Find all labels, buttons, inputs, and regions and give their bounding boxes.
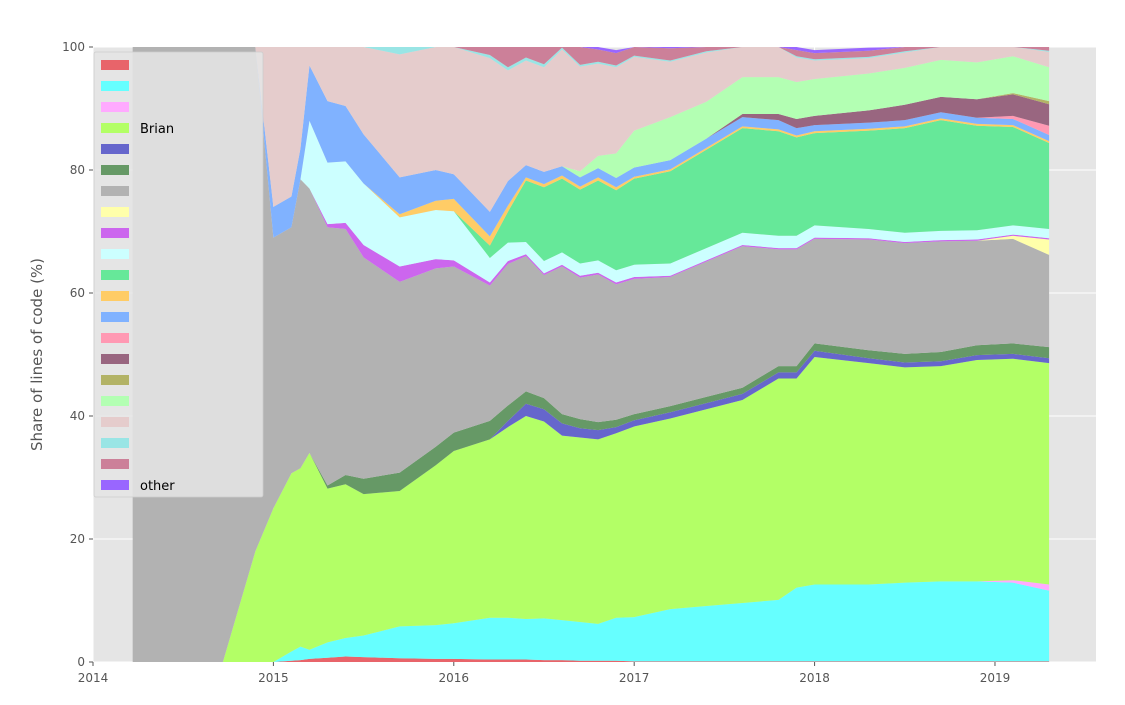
y-tick-label-2: 40	[70, 409, 85, 423]
x-tick-label-2: 2016	[439, 671, 470, 685]
x-tick-label-5: 2019	[980, 671, 1011, 685]
legend-frame	[93, 51, 264, 498]
legend-swatch-14	[101, 354, 129, 364]
legend-swatch-4	[101, 144, 129, 154]
x-tick-label-0: 2014	[78, 671, 109, 685]
legend-swatch-18	[101, 438, 129, 448]
legend-swatch-9	[101, 249, 129, 259]
legend-swatch-6	[101, 186, 129, 196]
legend-swatch-0	[101, 60, 129, 70]
legend-swatch-1	[101, 81, 129, 91]
x-tick-label-4: 2018	[799, 671, 830, 685]
legend-swatch-10	[101, 270, 129, 280]
legend-swatch-13	[101, 333, 129, 343]
y-tick-label-1: 20	[70, 532, 85, 546]
y-tick-label-3: 60	[70, 286, 85, 300]
legend-swatch-11	[101, 291, 129, 301]
legend: Brian other	[93, 51, 264, 498]
legend-label-20: other	[140, 479, 175, 494]
x-tick-label-1: 2015	[258, 671, 289, 685]
legend-swatch-7	[101, 207, 129, 217]
x-axis: 2014 2015 2016 2017 2018 2019	[78, 662, 1011, 685]
area-series-1	[132, 581, 1050, 662]
area-series-0	[132, 656, 1050, 662]
area-series-10	[132, 47, 1050, 271]
area-series-group	[132, 47, 1050, 662]
y-tick-label-5: 100	[62, 40, 85, 54]
y-tick-label-0: 0	[77, 655, 85, 669]
area-series-17	[132, 47, 1050, 212]
legend-swatch-16	[101, 396, 129, 406]
area-series-16	[132, 47, 1050, 212]
area-series-9	[132, 47, 1050, 283]
area-series-19	[132, 47, 1050, 68]
legend-swatch-2	[101, 102, 129, 112]
legend-swatch-17	[101, 417, 129, 427]
legend-swatch-5	[101, 165, 129, 175]
legend-swatch-15	[101, 375, 129, 385]
legend-swatch-3	[101, 123, 129, 133]
legend-swatch-12	[101, 312, 129, 322]
y-tick-label-4: 80	[70, 163, 85, 177]
legend-swatch-19	[101, 459, 129, 469]
area-series-3	[132, 356, 1050, 662]
y-axis-label: Share of lines of code (%)	[28, 258, 46, 451]
legend-swatch-8	[101, 228, 129, 238]
area-series-6	[132, 47, 1050, 662]
x-tick-label-3: 2017	[619, 671, 650, 685]
area-series-20	[132, 47, 1050, 54]
legend-label-3: Brian	[140, 122, 174, 137]
legend-swatch-20	[101, 480, 129, 490]
y-axis: 0 20 40 60 80 100	[62, 40, 93, 669]
